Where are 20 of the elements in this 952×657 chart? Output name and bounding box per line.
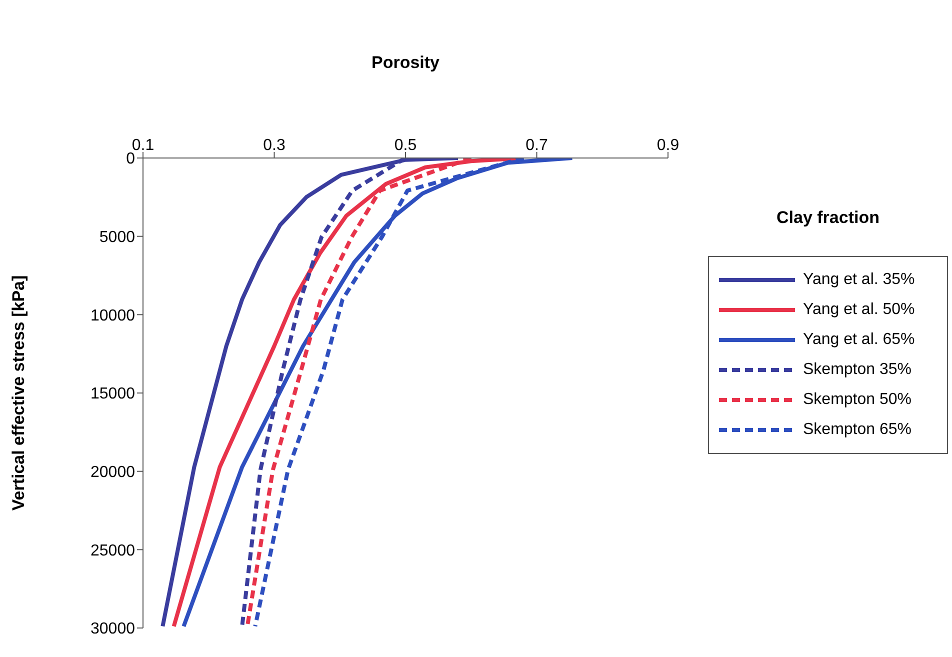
legend-label: Skempton 65% <box>803 421 912 439</box>
y-tick-label: 15000 <box>90 386 136 403</box>
legend-label: Skempton 50% <box>803 391 912 409</box>
x-tick-label: 0.7 <box>526 137 548 154</box>
x-axis-title: Porosity <box>371 53 440 72</box>
y-axis-title: Vertical effective stress [kPa] <box>9 275 28 511</box>
x-tick-label: 0.5 <box>394 137 417 154</box>
x-tick-label: 0.9 <box>656 137 680 154</box>
y-tick-label: 30000 <box>90 620 136 638</box>
y-tick-label: 5000 <box>99 229 136 246</box>
y-tick-label: 20000 <box>90 464 136 482</box>
y-tick-label: 10000 <box>90 307 136 324</box>
legend-label: Yang et al. 65% <box>803 331 915 349</box>
legend-label: Skempton 35% <box>803 361 912 379</box>
legend-label: Yang et al. 35% <box>803 271 915 289</box>
legend-label: Yang et al. 50% <box>803 301 915 319</box>
y-tick-label: 25000 <box>90 542 136 560</box>
legend-title: Clay fraction <box>776 208 880 228</box>
x-tick-label: 0.3 <box>263 137 286 154</box>
line-series <box>160 158 460 628</box>
